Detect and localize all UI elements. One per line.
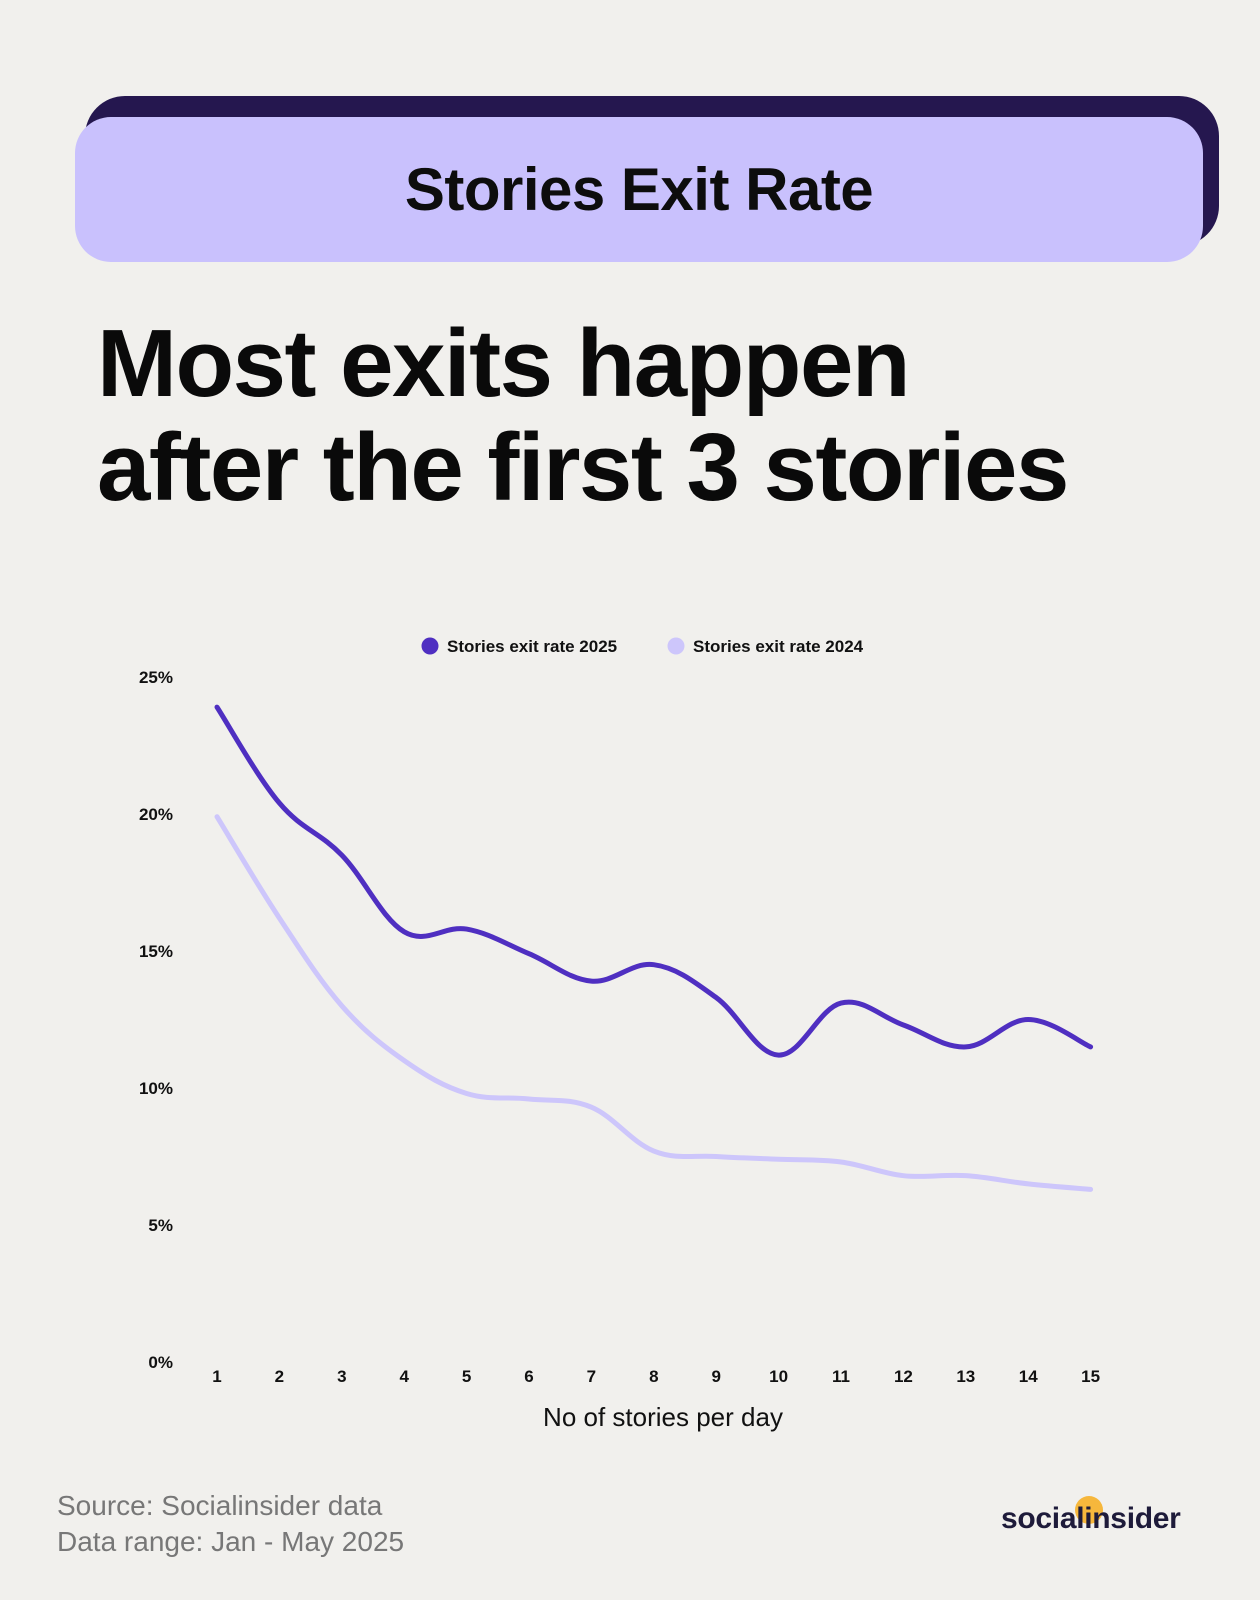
y-tick-label: 15% — [139, 942, 173, 961]
legend-label: Stories exit rate 2024 — [693, 637, 864, 656]
title-banner: Stories Exit Rate — [75, 117, 1203, 262]
headline: Most exits happen after the first 3 stor… — [97, 312, 1217, 520]
x-tick-label: 12 — [894, 1367, 913, 1386]
banner-title: Stories Exit Rate — [404, 156, 874, 223]
socialinsider-logo: socialinsider — [1001, 1496, 1181, 1542]
x-tick-label: 2 — [275, 1367, 284, 1386]
y-tick-label: 0% — [148, 1353, 173, 1372]
data-range-text: Data range: Jan - May 2025 — [57, 1526, 405, 1557]
x-tick-label: 7 — [587, 1367, 596, 1386]
chart-svg: 0%5%10%15%20%25%1 2 3 4 5 6 7 8 9 10 11 12 13 14 15No … — [139, 637, 1100, 1432]
y-tick-label: 10% — [139, 1079, 173, 1098]
y-tick-label: 25% — [139, 668, 173, 687]
footer-source: Source: Socialinsider data Data range: J… — [57, 1488, 404, 1560]
line-chart: 0% 5% 10% 15% 20% 25% 1 2 3 4 5 6 7 8 9 10 11 12 13 14 15 No … — [0, 600, 1260, 1480]
x-tick-label: 1 — [212, 1367, 221, 1386]
x-tick-label: 9 — [711, 1367, 720, 1386]
x-axis-label: No of stories per day — [543, 1402, 783, 1432]
logo-face-icon — [1075, 1496, 1103, 1524]
x-tick-label: 5 — [462, 1367, 471, 1386]
logo-text: socialinsider — [1001, 1502, 1181, 1535]
x-tick-label: 13 — [956, 1367, 975, 1386]
x-tick-label: 8 — [649, 1367, 658, 1386]
x-tick-label: 15 — [1081, 1367, 1100, 1386]
headline-line-2: after the first 3 stories — [97, 414, 1069, 521]
series-line-stories-exit-rate-2024 — [214, 814, 1094, 1192]
y-tick-label: 20% — [139, 805, 173, 824]
x-tick-label: 6 — [524, 1367, 533, 1386]
legend-label: Stories exit rate 2025 — [447, 637, 617, 656]
series-line-stories-exit-rate-2025 — [214, 704, 1094, 1058]
y-tick-label: 5% — [148, 1216, 173, 1235]
headline-line-1: Most exits happen — [97, 310, 910, 417]
legend-marker — [667, 637, 685, 655]
legend-marker — [421, 637, 439, 655]
x-tick-label: 4 — [399, 1367, 409, 1386]
x-tick-label: 11 — [832, 1367, 850, 1386]
source-text: Source: Socialinsider data — [57, 1490, 383, 1521]
x-tick-label: 3 — [337, 1367, 346, 1386]
x-tick-label: 10 — [769, 1367, 788, 1386]
x-tick-label: 14 — [1019, 1367, 1038, 1386]
